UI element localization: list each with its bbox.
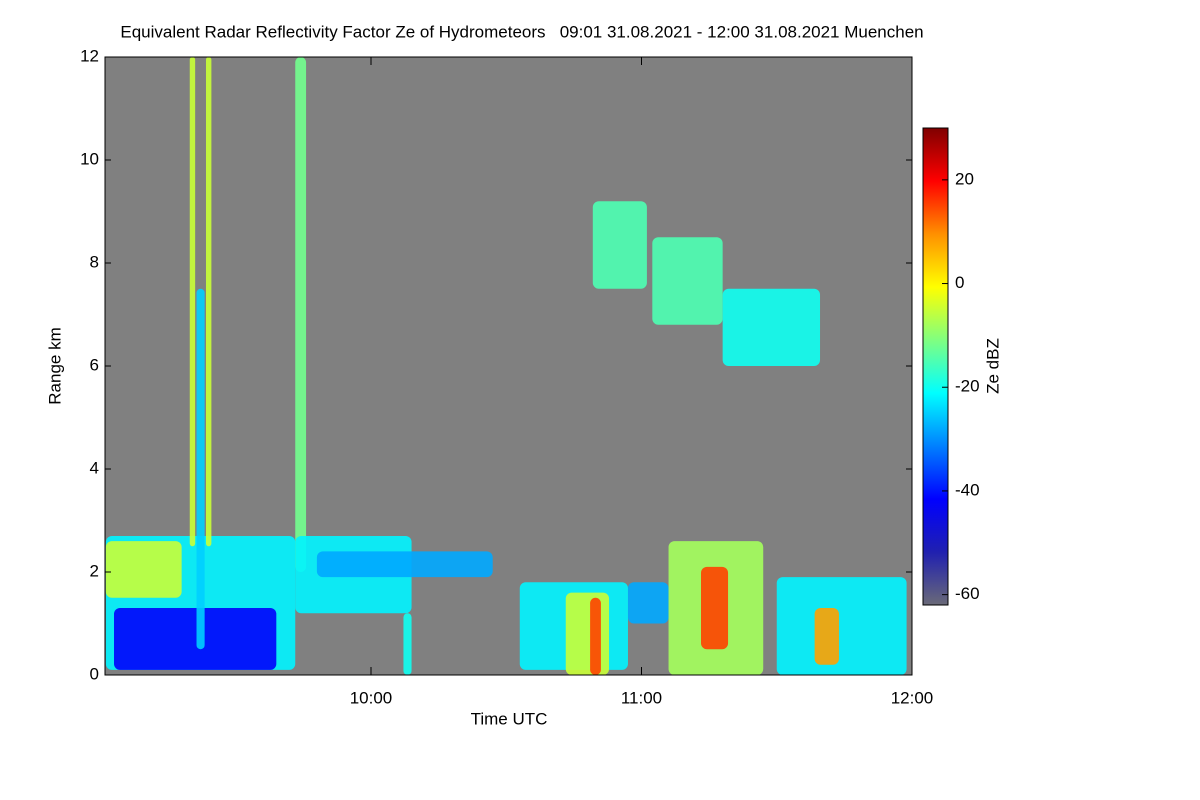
echo-cell — [189, 57, 196, 547]
colorbar — [923, 128, 948, 605]
echo-cell — [295, 57, 307, 572]
y-tick-label: 6 — [90, 355, 99, 374]
y-tick-label: 12 — [80, 46, 99, 65]
colorbar-label: Ze dBZ — [983, 338, 1002, 394]
echo-cell — [114, 608, 277, 670]
colorbar-frame — [922, 127, 949, 606]
cells — [105, 57, 907, 675]
colorbar-tick-label: -60 — [955, 584, 980, 603]
y-tick-label: 0 — [90, 664, 99, 683]
x-tick-label: 10:00 — [350, 688, 393, 707]
echo-cell — [316, 551, 493, 578]
y-tick-label: 2 — [90, 561, 99, 580]
colorbar-tick-label: 20 — [955, 169, 974, 188]
x-tick-label: 12:00 — [891, 688, 934, 707]
y-tick-label: 4 — [90, 458, 99, 477]
echo-cell — [814, 608, 839, 665]
echo-cell — [776, 577, 907, 675]
echo-cell — [205, 57, 212, 547]
echo-cell — [403, 613, 412, 675]
echo-cell — [722, 288, 821, 366]
colorbar-tick-label: -40 — [955, 480, 980, 499]
chart-title: Equivalent Radar Reflectivity Factor Ze … — [120, 22, 923, 41]
echo-cell — [627, 582, 669, 624]
echo-cell — [105, 541, 182, 598]
colorbar-tick-label: -20 — [955, 377, 980, 396]
echo-cell — [590, 597, 601, 675]
x-tick-label: 11:00 — [621, 688, 662, 707]
echo-cell — [652, 237, 723, 325]
echo-cell — [592, 201, 647, 289]
y-tick-label: 8 — [90, 252, 99, 271]
x-axis-label: Time UTC — [471, 709, 548, 728]
y-axis-label: Range km — [45, 327, 64, 404]
y-tick-label: 10 — [80, 149, 99, 168]
echo-cell — [565, 592, 610, 675]
colorbar-tick-label: 0 — [955, 273, 964, 292]
echo-cell — [701, 566, 729, 650]
echo-cell — [196, 288, 205, 650]
